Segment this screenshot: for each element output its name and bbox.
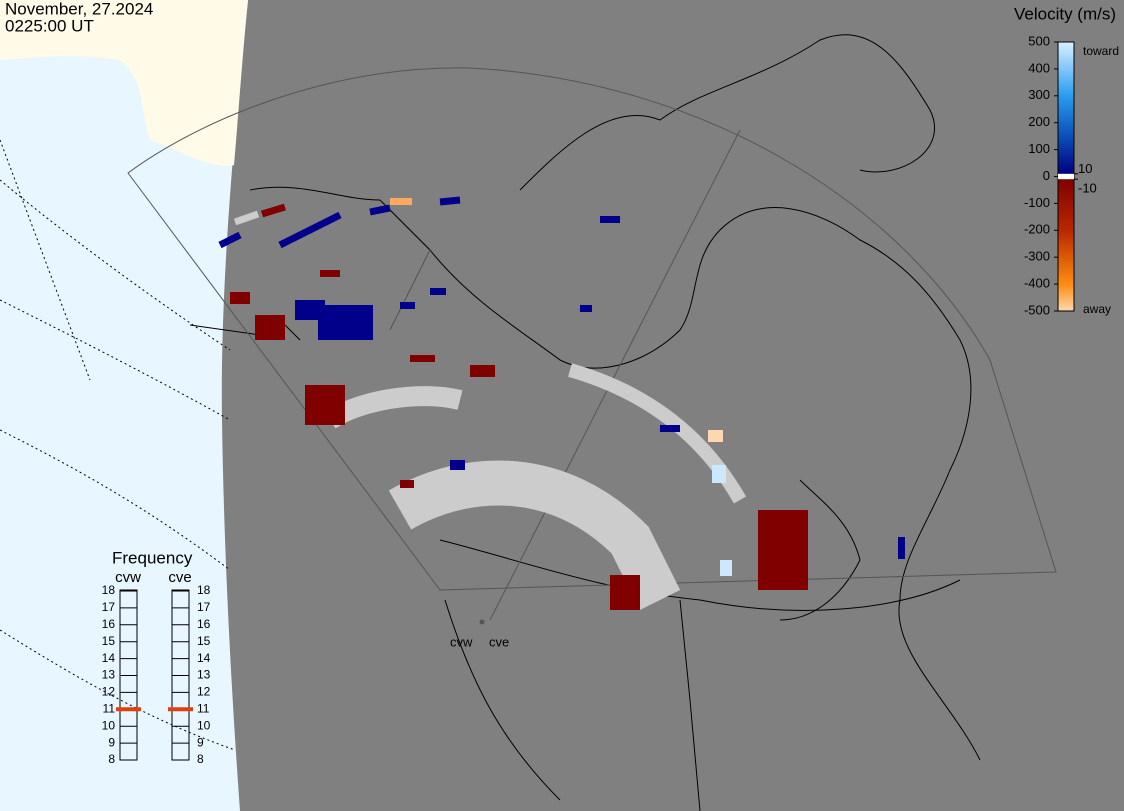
frequency-tick-label: 13 — [102, 668, 116, 682]
grid-lines — [0, 139, 236, 751]
colorbar-tick-label: 100 — [1028, 141, 1050, 156]
colorbar-tick-label: -200 — [1024, 222, 1050, 237]
site-label: cve — [489, 634, 509, 649]
colorbar-tick-label: 300 — [1028, 87, 1050, 102]
date: November, 27.2024 — [5, 0, 153, 18]
colorbar-tick-label: 400 — [1028, 60, 1050, 75]
site-label: cvw — [450, 634, 473, 649]
frequency-tick-label: 16 — [197, 617, 211, 631]
velocity-cells — [218, 196, 905, 611]
frequency-tick-label: 12 — [102, 685, 116, 699]
colorbar-tick-label: 200 — [1028, 114, 1050, 129]
frequency-tick-label: 8 — [108, 752, 115, 766]
radar-name: cve — [168, 569, 191, 586]
frequency-tick-label: 16 — [102, 617, 116, 631]
frequency-tick-label: 12 — [197, 685, 211, 699]
frequency-panel: Frequency cvw18171615141312111098cve1817… — [102, 548, 211, 766]
toward-label: toward — [1083, 44, 1119, 58]
colorbar-tick-label: -500 — [1024, 302, 1050, 317]
colorbar-gap — [1058, 173, 1074, 180]
frequency-tick-label: 10 — [102, 718, 116, 732]
colorbar-tick-label: 0 — [1043, 168, 1050, 183]
frequency-tick-label: 15 — [197, 634, 211, 648]
frequency-tick-label: 11 — [103, 701, 116, 715]
frequency-tick-label: 13 — [197, 668, 211, 682]
frequency-tick-label: 14 — [102, 651, 116, 665]
frequency-tick-label: 18 — [197, 583, 211, 597]
land-sunlit — [0, 0, 248, 166]
radar-name: cvw — [115, 569, 141, 586]
frequency-tick-label: 18 — [102, 583, 116, 597]
frequency-tick-label: 15 — [102, 634, 116, 648]
radar-site — [479, 619, 485, 625]
away-label: away — [1083, 302, 1111, 316]
frequency-tick-label: 9 — [108, 735, 115, 749]
colorbar-tick-label: 500 — [1028, 33, 1050, 48]
time: 0225:00 UT — [5, 16, 94, 35]
colorbar-title: Velocity (m/s) — [1014, 4, 1116, 23]
colorbar-tick-label: -10 — [1078, 181, 1097, 196]
frequency-title: Frequency — [112, 548, 193, 567]
frequency-tick-label: 10 — [197, 718, 211, 732]
frequency-tick-label: 11 — [197, 701, 210, 715]
colorbar-tick-label: 10 — [1078, 161, 1092, 176]
colorbar-tick-label: -300 — [1024, 249, 1050, 264]
colorbar: 500 400 300 200 100 0 -100 -200 -300 -400 -500 10 -1… — [1024, 33, 1119, 317]
frequency-tick-label: 9 — [197, 735, 204, 749]
radar-fov — [127, 67, 1057, 621]
colorbar-tick-label: -400 — [1024, 276, 1050, 291]
frequency-tick-label: 14 — [197, 651, 211, 665]
colorbar-tick-label: -100 — [1024, 195, 1050, 210]
frequency-tick-label: 8 — [197, 752, 204, 766]
frequency-tick-label: 17 — [197, 600, 211, 614]
frequency-tick-label: 17 — [102, 600, 116, 614]
